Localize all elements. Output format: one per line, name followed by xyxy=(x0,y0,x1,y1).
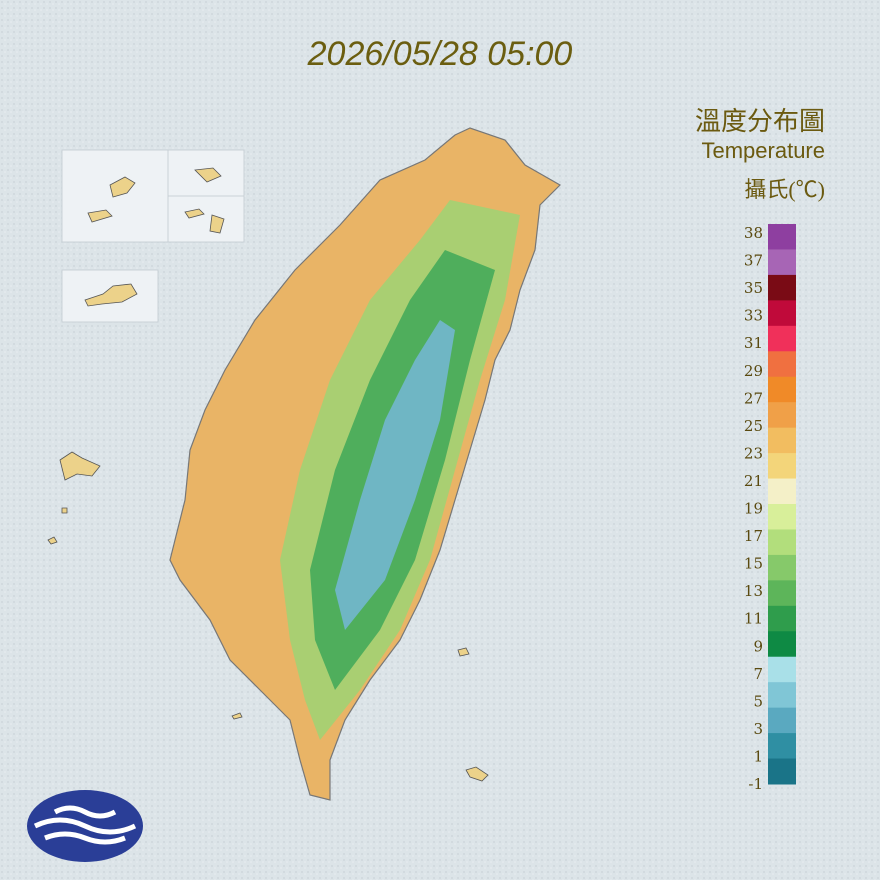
color-swatch xyxy=(768,478,796,505)
taiwan xyxy=(169,127,561,801)
legend-unit: 攝氏(℃) xyxy=(744,177,825,202)
tick-label: 21 xyxy=(744,472,763,490)
tick-label: 31 xyxy=(744,334,763,352)
color-swatch xyxy=(768,274,796,301)
color-swatch xyxy=(768,554,796,581)
color-swatch xyxy=(768,580,796,607)
color-swatch xyxy=(768,427,796,454)
tick-label: 25 xyxy=(744,417,763,435)
color-swatch xyxy=(768,351,796,378)
tick-label: 7 xyxy=(753,665,763,683)
legend-title: 溫度分布圖 xyxy=(695,107,825,136)
tick-label: 15 xyxy=(744,555,763,573)
color-swatch xyxy=(768,733,796,760)
tick-label: 1 xyxy=(753,747,763,765)
legend-subtitle: Temperature xyxy=(701,138,825,163)
tick-label: 37 xyxy=(744,252,763,270)
tick-label: 3 xyxy=(753,720,763,738)
color-swatch xyxy=(768,707,796,734)
timestamp: 2026/05/28 05:00 xyxy=(307,35,573,73)
logo xyxy=(27,790,143,862)
color-swatch xyxy=(768,682,796,709)
inset-islands xyxy=(47,149,489,782)
color-swatch xyxy=(768,224,796,250)
tick-label: 38 xyxy=(744,224,763,242)
tick-label: 19 xyxy=(744,500,763,518)
tick-label: 5 xyxy=(753,692,763,710)
color-swatch xyxy=(768,758,796,785)
color-swatch xyxy=(768,453,796,480)
tick-label: 29 xyxy=(744,362,763,380)
tick-label: 23 xyxy=(744,444,763,462)
tick-label: 13 xyxy=(744,582,763,600)
color-swatch xyxy=(768,402,796,429)
color-swatch xyxy=(768,504,796,530)
color-swatch xyxy=(768,325,796,352)
color-swatch xyxy=(768,529,796,556)
tick-label: 9 xyxy=(753,637,763,655)
color-swatch xyxy=(768,300,796,327)
color-swatch xyxy=(768,249,796,276)
color-swatch xyxy=(768,605,796,632)
tick-label: 11 xyxy=(744,610,763,628)
color-swatch xyxy=(768,631,796,658)
tick-label: 35 xyxy=(744,279,763,297)
tick-label: 17 xyxy=(744,527,763,545)
color-swatch xyxy=(768,656,796,683)
tick-label: 27 xyxy=(744,389,763,407)
tick-label: 33 xyxy=(744,307,763,325)
color-swatch xyxy=(768,376,796,403)
tick-label: -1 xyxy=(748,775,763,793)
